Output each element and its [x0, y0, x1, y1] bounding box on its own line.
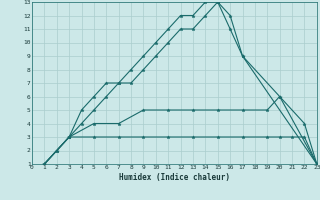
X-axis label: Humidex (Indice chaleur): Humidex (Indice chaleur) — [119, 173, 230, 182]
